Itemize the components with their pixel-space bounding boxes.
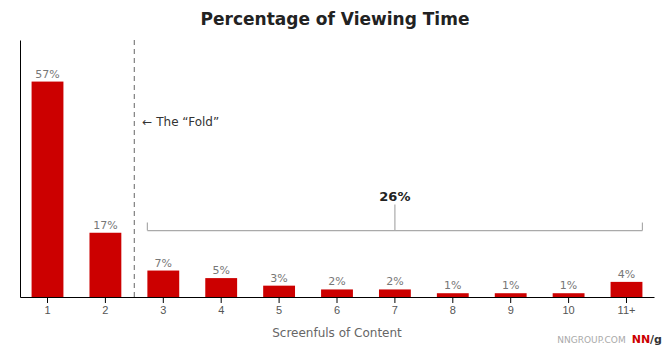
x-tick-mark	[47, 297, 48, 303]
bar	[205, 278, 237, 297]
x-tick-mark	[568, 297, 569, 303]
x-tick-mark	[626, 297, 627, 303]
x-tick: 6	[334, 297, 340, 316]
x-tick-mark	[279, 297, 280, 303]
x-axis-title: Screenfuls of Content	[272, 326, 402, 340]
watermark-part: NNGROUP.COM	[557, 335, 625, 345]
bars	[32, 82, 643, 297]
fold-line	[134, 40, 135, 297]
plot: 1 2 3 4 5 6 7 8 9 10 11+ 57% 17% 7% 5% 3% 2% 2% 1% 1% 1% 4%	[21, 41, 655, 316]
x-tick-label: 5	[276, 304, 282, 316]
x-axis: 1 2 3 4 5 6 7 8 9 10 11+	[21, 297, 655, 316]
x-tick-mark	[394, 297, 395, 303]
title: Percentage of Viewing Time	[201, 9, 470, 29]
x-tick: 3	[160, 297, 166, 316]
x-tick-label: 7	[392, 304, 398, 316]
bar	[89, 233, 121, 297]
x-tick: 5	[276, 297, 282, 316]
x-tick: 8	[450, 297, 456, 316]
x-tick-mark	[105, 297, 106, 303]
y-axis-line	[20, 41, 21, 298]
bracket	[147, 205, 642, 231]
data-label: 3%	[270, 272, 287, 285]
x-tick: 1	[44, 297, 50, 316]
chart: 1234567891011+57%17%7%5%3%2%2%1%1%1%4%← …	[0, 0, 670, 349]
x-tick: 11+	[618, 297, 636, 316]
x-tick-mark	[337, 297, 338, 303]
bar	[147, 271, 179, 297]
watermark-part: NN	[632, 333, 650, 346]
x-tick-label: 6	[334, 304, 340, 316]
x-tick-label: 3	[160, 304, 166, 316]
annotations: ← The “Fold” 26% NNGROUP.COM NN/g	[134, 40, 662, 346]
x-tick-label: 8	[450, 304, 456, 316]
x-tick: 2	[102, 297, 108, 316]
data-label: 2%	[386, 275, 403, 288]
bar	[553, 293, 585, 297]
data-label: 2%	[328, 275, 345, 288]
x-tick-label: 4	[218, 304, 224, 316]
data-label: 1%	[444, 279, 461, 292]
x-tick: 7	[392, 297, 398, 316]
x-tick-mark	[221, 297, 222, 303]
x-tick: 4	[218, 297, 224, 316]
data-labels: 57% 17% 7% 5% 3% 2% 2% 1% 1% 1% 4%	[35, 68, 635, 293]
y-axis	[20, 41, 21, 298]
x-tick-label: 10	[562, 304, 574, 316]
data-label: 1%	[560, 279, 577, 292]
fold-label: ← The “Fold”	[142, 115, 219, 129]
bar	[32, 82, 64, 297]
data-label: 57%	[35, 68, 59, 81]
bar	[495, 293, 527, 297]
data-label: 4%	[618, 268, 635, 281]
data-label: 5%	[212, 264, 229, 277]
data-label: 1%	[502, 279, 519, 292]
x-tick-mark	[510, 297, 511, 303]
watermark: NNGROUP.COM NN/g	[557, 333, 662, 346]
x-tick: 9	[508, 297, 514, 316]
bar	[321, 289, 353, 297]
bar	[263, 286, 295, 297]
x-tick-label: 2	[102, 304, 108, 316]
x-tick-label: 11+	[618, 304, 636, 316]
x-tick-label: 9	[508, 304, 514, 316]
x-tick-mark	[452, 297, 453, 303]
bar	[379, 289, 411, 297]
x-tick-mark	[163, 297, 164, 303]
watermark-part: /g	[650, 333, 662, 346]
bracket-label: 26%	[379, 189, 410, 204]
data-label: 7%	[155, 257, 172, 270]
bar	[611, 282, 643, 297]
bracket-line	[147, 223, 148, 231]
data-label: 17%	[93, 219, 117, 232]
bar	[437, 293, 469, 297]
x-tick-label: 1	[44, 304, 50, 316]
bracket-line	[394, 205, 395, 231]
x-tick: 10	[562, 297, 574, 316]
bracket-line	[642, 223, 643, 231]
